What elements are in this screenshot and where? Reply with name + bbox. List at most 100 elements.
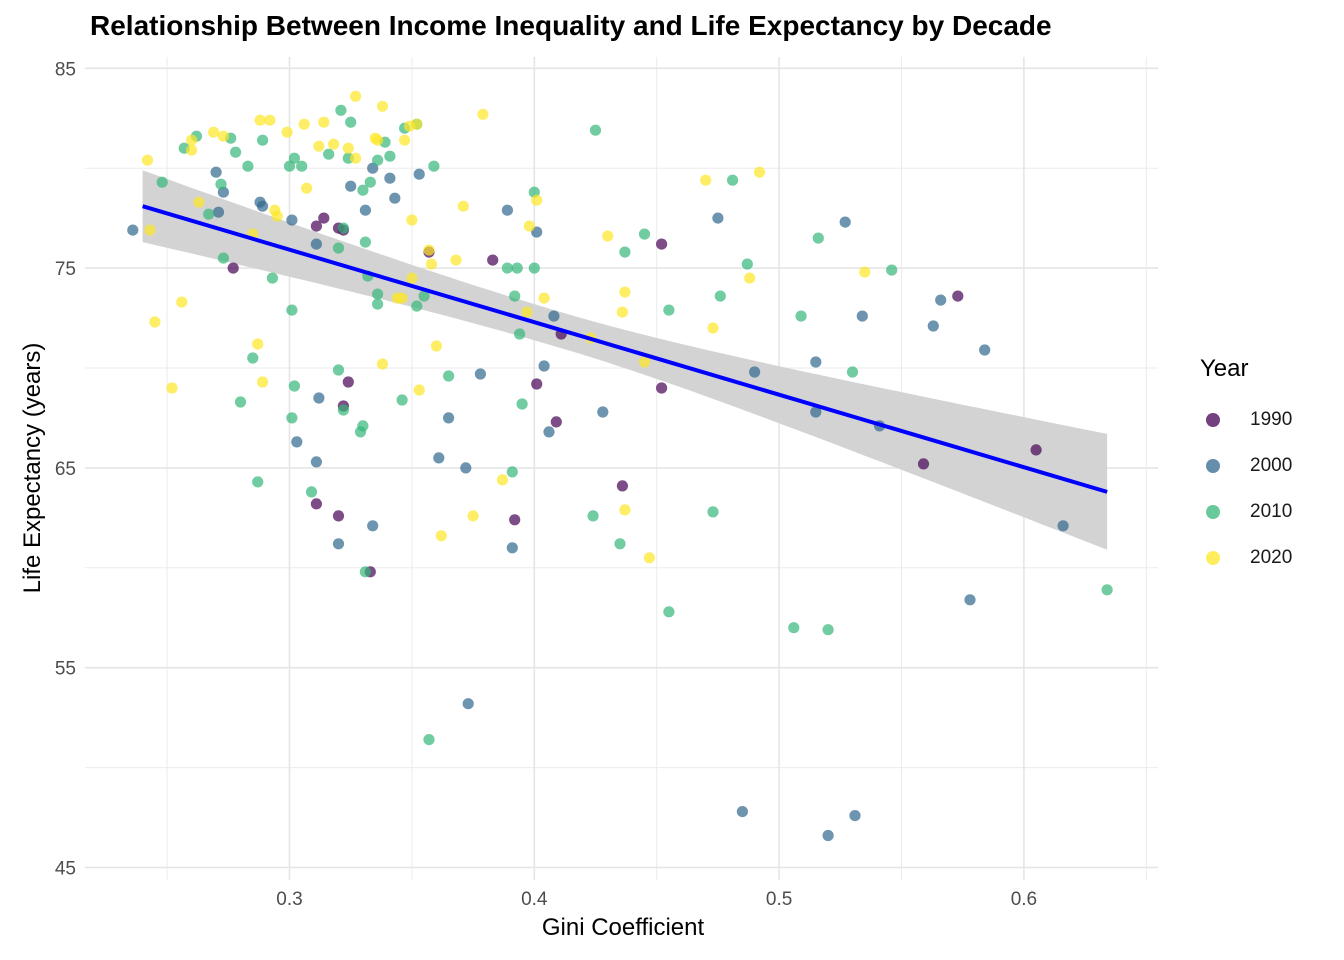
legend-key-2010 — [1206, 505, 1220, 519]
data-point-2020 — [521, 306, 533, 318]
data-point-2020 — [450, 254, 462, 266]
data-point-2000 — [332, 538, 345, 550]
data-point-2010 — [288, 380, 300, 392]
data-point-2010 — [663, 606, 675, 618]
data-point-2010 — [587, 510, 599, 522]
data-point-2000 — [849, 810, 861, 822]
legend: Year 1990 2000 2010 2020 — [1200, 355, 1292, 581]
data-point-1990 — [917, 458, 930, 470]
legend-label-1990: 1990 — [1250, 409, 1293, 430]
data-point-2000 — [856, 310, 868, 322]
data-point-2020 — [619, 286, 631, 298]
legend-key-2000 — [1206, 459, 1220, 473]
data-point-2020 — [399, 134, 411, 146]
data-point-2020 — [406, 272, 418, 284]
data-point-2000 — [313, 392, 325, 404]
series-2010 — [156, 104, 1113, 746]
data-points-layer — [127, 90, 1113, 842]
data-point-1990 — [616, 480, 629, 492]
data-point-2010 — [359, 566, 371, 578]
data-point-2020 — [257, 376, 269, 388]
data-point-1990 — [509, 514, 521, 526]
data-point-2010 — [335, 104, 347, 116]
data-point-1990 — [310, 498, 322, 510]
y-axis-ticks: 45 55 65 75 85 — [55, 59, 76, 879]
data-point-2010 — [727, 174, 739, 186]
data-point-2000 — [538, 360, 550, 372]
data-point-2010 — [509, 290, 521, 302]
confidence-band-layer — [142, 170, 1108, 550]
data-point-2000 — [345, 180, 357, 192]
data-point-2020 — [252, 338, 264, 350]
data-point-1990 — [656, 238, 668, 250]
data-point-2010 — [812, 232, 824, 244]
data-point-2020 — [350, 152, 362, 164]
data-point-2000 — [127, 224, 139, 236]
data-point-2010 — [234, 396, 247, 408]
data-point-2010 — [215, 178, 227, 190]
y-tick-label: 55 — [55, 659, 76, 680]
legend-key-1990 — [1206, 413, 1220, 427]
data-point-2010 — [357, 184, 369, 196]
data-point-2010 — [286, 304, 298, 316]
data-point-2000 — [810, 406, 822, 418]
data-point-2000 — [964, 594, 976, 606]
data-point-2020 — [616, 306, 629, 318]
data-point-2020 — [538, 292, 550, 304]
data-point-2010 — [203, 208, 215, 220]
data-point-2000 — [935, 294, 947, 306]
data-point-2000 — [927, 320, 939, 332]
data-point-2000 — [474, 368, 486, 380]
data-point-2020 — [271, 210, 283, 222]
data-point-2000 — [210, 166, 222, 178]
data-point-2010 — [511, 262, 523, 274]
legend-label-2000: 2000 — [1250, 455, 1293, 476]
data-point-1990 — [227, 262, 239, 274]
data-point-2000 — [291, 436, 303, 448]
confidence-band — [142, 170, 1108, 550]
data-point-2020 — [281, 126, 293, 138]
data-point-2020 — [193, 196, 205, 208]
data-point-2020 — [186, 144, 198, 156]
data-point-2010 — [345, 116, 357, 128]
data-point-2000 — [597, 406, 609, 418]
data-point-2000 — [543, 426, 555, 438]
data-point-2000 — [839, 216, 851, 228]
x-axis-label: Gini Coefficient — [541, 914, 705, 941]
data-point-2000 — [1057, 520, 1069, 532]
data-point-2020 — [496, 474, 509, 486]
data-point-2010 — [528, 262, 540, 274]
data-point-1990 — [656, 382, 668, 394]
data-point-2010 — [288, 152, 300, 164]
data-point-2020 — [643, 552, 656, 564]
data-point-1990 — [332, 510, 345, 522]
data-point-2010 — [305, 486, 318, 498]
data-point-2020 — [602, 230, 614, 242]
data-point-1990 — [1030, 444, 1042, 456]
data-point-2000 — [462, 698, 474, 710]
y-tick-label: 85 — [55, 59, 76, 80]
data-point-2010 — [707, 506, 719, 518]
data-point-2020 — [753, 166, 766, 178]
legend-items: 1990 2000 2010 2020 — [1200, 397, 1292, 581]
data-point-2020 — [859, 266, 871, 278]
data-point-2010 — [252, 476, 264, 488]
legend-label-2010: 2010 — [1250, 501, 1293, 522]
data-point-2000 — [310, 238, 322, 250]
data-point-2010 — [418, 290, 430, 302]
data-point-2010 — [795, 310, 807, 322]
data-point-2020 — [425, 258, 438, 270]
data-point-2010 — [230, 146, 242, 158]
data-point-2010 — [337, 222, 349, 234]
data-point-2020 — [208, 126, 220, 138]
data-point-2020 — [166, 382, 178, 394]
data-point-1990 — [310, 220, 322, 232]
data-point-1990 — [318, 212, 330, 224]
data-point-2000 — [460, 462, 472, 474]
data-point-2010 — [516, 398, 528, 410]
data-point-2020 — [328, 138, 340, 150]
data-point-1990 — [342, 376, 354, 388]
data-point-2010 — [242, 160, 254, 172]
data-point-2000 — [413, 168, 425, 180]
data-point-2010 — [506, 466, 518, 478]
